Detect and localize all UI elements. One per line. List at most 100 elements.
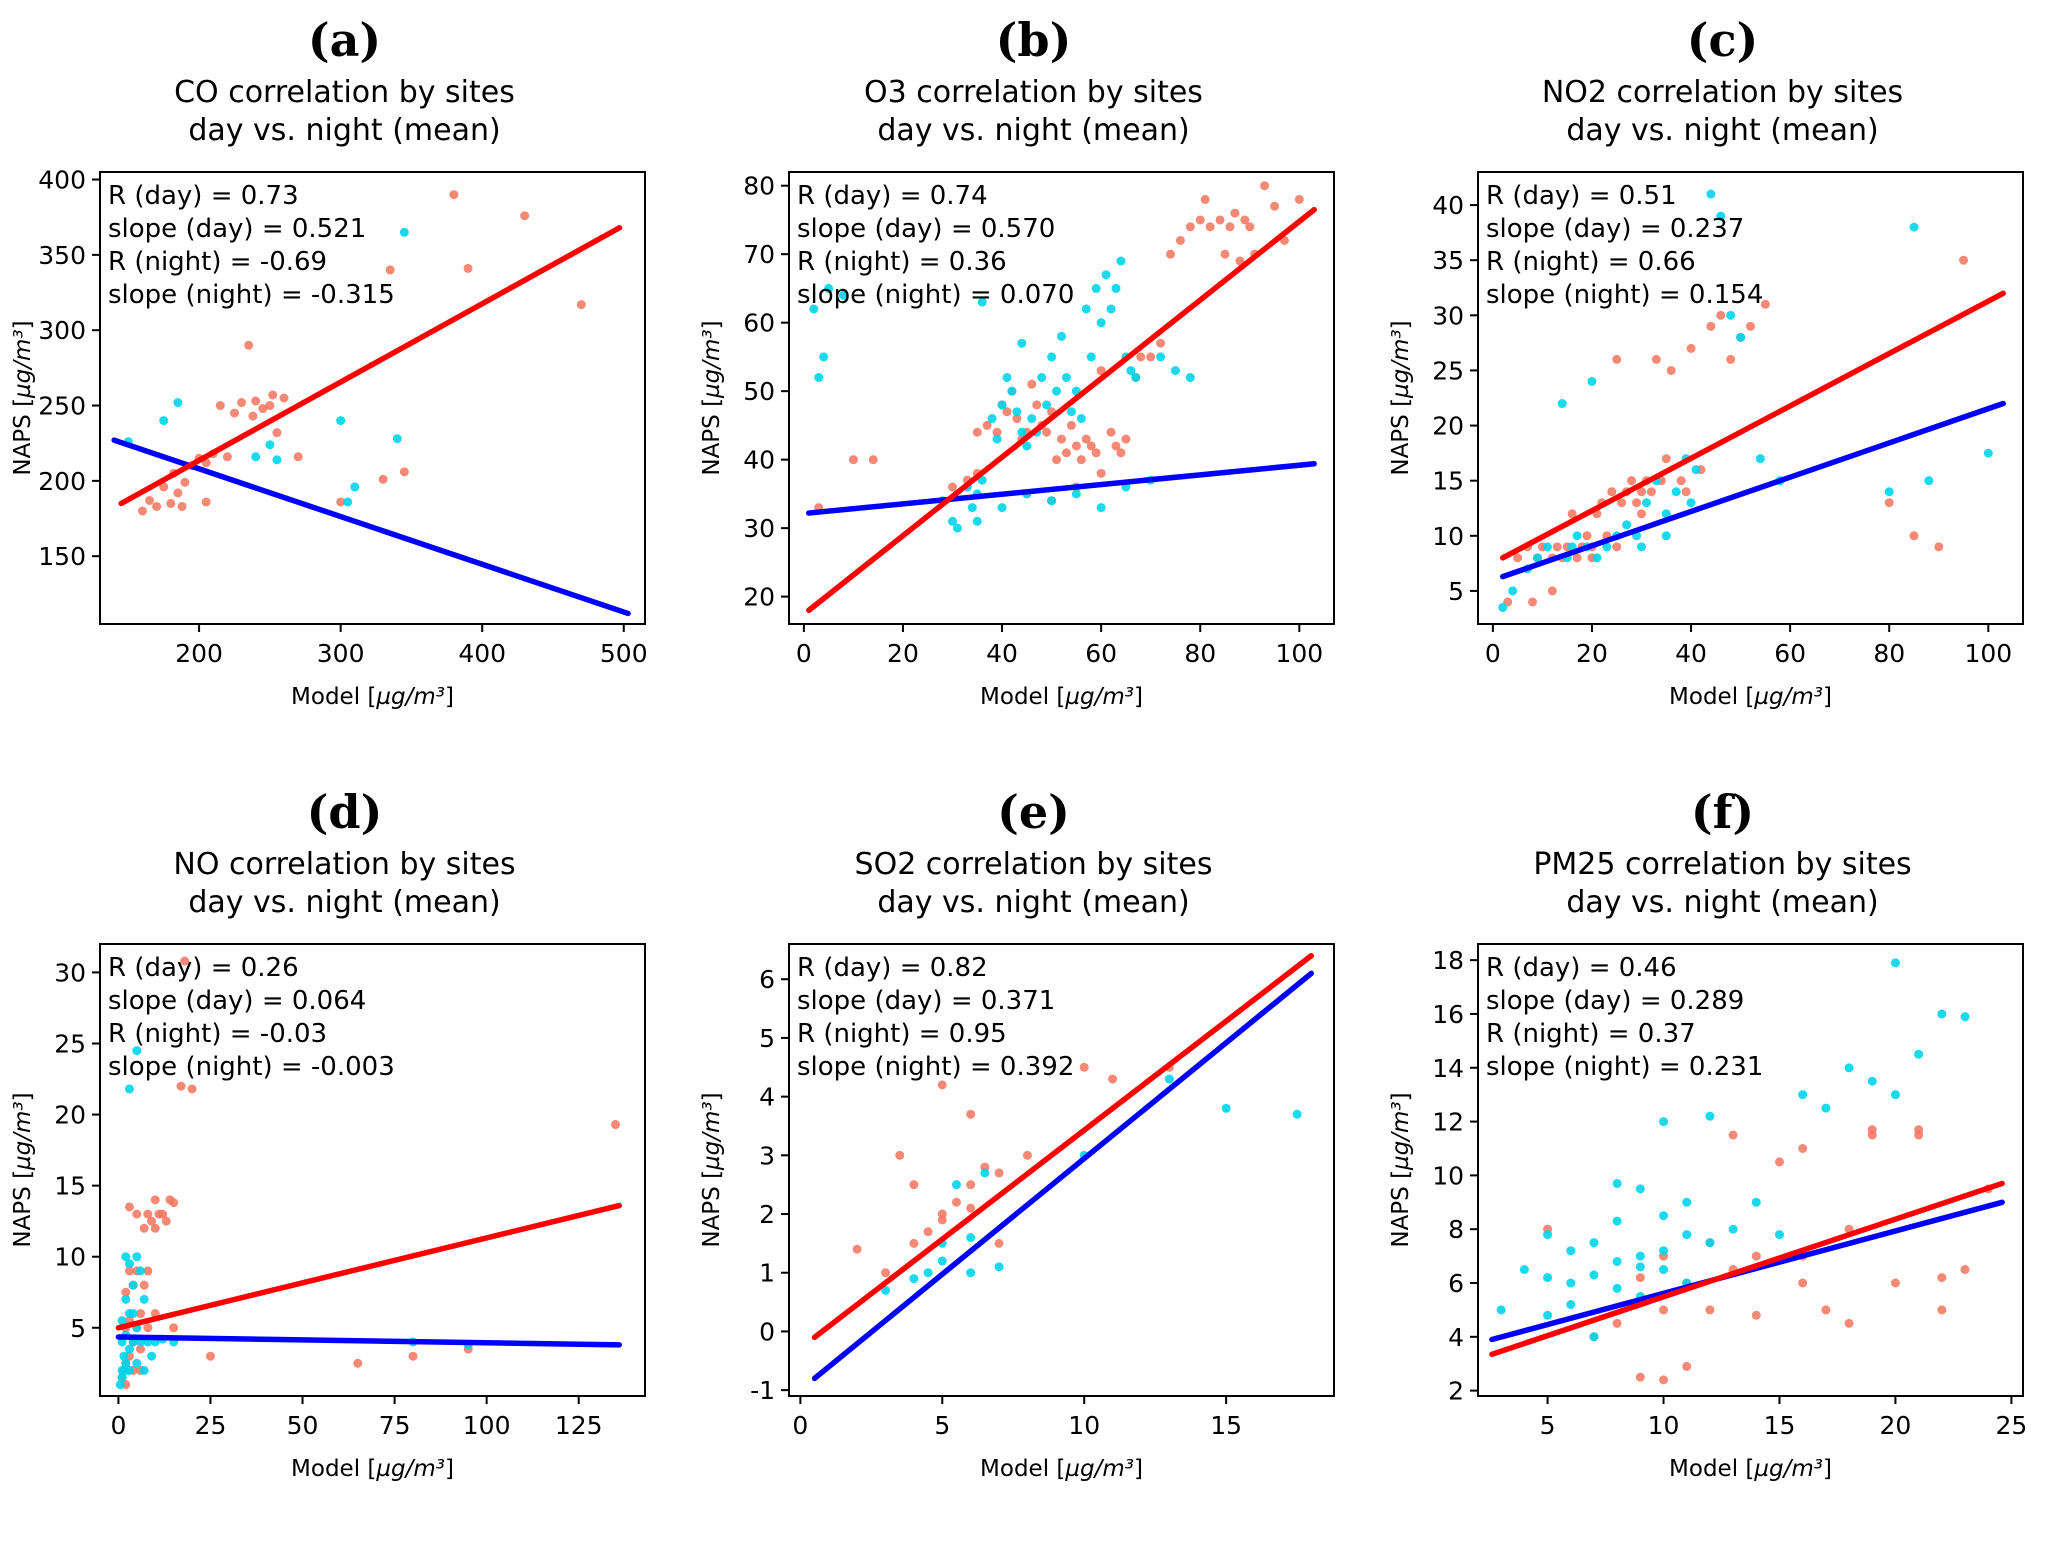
svg-text:10: 10 bbox=[1432, 522, 1464, 551]
svg-text:15: 15 bbox=[54, 1172, 86, 1201]
figure-grid: (a) CO correlation by sites day vs. nigh… bbox=[0, 10, 2067, 1530]
panel-b: (b) O3 correlation by sites day vs. nigh… bbox=[689, 10, 1378, 758]
stats-annotation-pm25: R (day) = 0.46 slope (day) = 0.289 R (ni… bbox=[1486, 953, 1764, 1082]
svg-text:10: 10 bbox=[1648, 1411, 1680, 1440]
plot-area-pm25: 5 10 15 20 25 2 4 6 8 10 12 14 16 18 Model [µg/m³] NAPS… bbox=[1378, 930, 2067, 1530]
svg-text:20: 20 bbox=[1432, 412, 1464, 441]
svg-text:50: 50 bbox=[743, 377, 775, 406]
svg-text:20: 20 bbox=[887, 639, 919, 668]
svg-text:30: 30 bbox=[743, 514, 775, 543]
svg-text:100: 100 bbox=[463, 1411, 511, 1440]
stats-annotation-no2: R (day) = 0.51 slope (day) = 0.237 R (ni… bbox=[1486, 181, 1764, 310]
stats-annotation-o3: R (day) = 0.74 slope (day) = 0.570 R (ni… bbox=[797, 181, 1075, 310]
svg-text:200: 200 bbox=[175, 639, 223, 668]
svg-text:Model [µg/m³]: Model [µg/m³] bbox=[1669, 684, 1832, 710]
svg-text:NAPS [µg/m³]: NAPS [µg/m³] bbox=[699, 1092, 725, 1247]
svg-text:25: 25 bbox=[54, 1029, 86, 1058]
panel-label-a: (a) bbox=[307, 13, 382, 67]
svg-text:350: 350 bbox=[38, 241, 86, 270]
svg-text:-1: -1 bbox=[750, 1376, 775, 1405]
scatter-plot-no: 0 25 50 75 100 125 5 10 15 20 25 30 Model [µg/m³] NAP… bbox=[10, 943, 646, 1482]
svg-text:100: 100 bbox=[1964, 639, 2012, 668]
svg-text:80: 80 bbox=[743, 172, 775, 201]
plot-area-co: 200 300 400 500 150 200 250 300 350 400 Model [µg/… bbox=[0, 158, 689, 758]
svg-text:3: 3 bbox=[759, 1141, 775, 1170]
svg-text:5: 5 bbox=[1448, 577, 1464, 606]
panel-f: (f) PM25 correlation by sites day vs. ni… bbox=[1378, 782, 2067, 1530]
svg-text:0: 0 bbox=[110, 1411, 126, 1440]
svg-text:20: 20 bbox=[743, 583, 775, 612]
svg-text:300: 300 bbox=[38, 316, 86, 345]
svg-text:25: 25 bbox=[1995, 1411, 2027, 1440]
panel-label-d: (d) bbox=[306, 785, 383, 839]
svg-text:20: 20 bbox=[1576, 639, 1608, 668]
svg-text:NAPS [µg/m³]: NAPS [µg/m³] bbox=[1388, 320, 1414, 475]
svg-text:15: 15 bbox=[1432, 467, 1464, 496]
stats-annotation-co: R (day) = 0.73 slope (day) = 0.521 R (ni… bbox=[108, 181, 395, 310]
svg-text:60: 60 bbox=[743, 309, 775, 338]
svg-text:60: 60 bbox=[1774, 639, 1806, 668]
plot-area-no: 0 25 50 75 100 125 5 10 15 20 25 30 Model [µg/m³] NAP… bbox=[0, 930, 689, 1530]
svg-text:10: 10 bbox=[1432, 1161, 1464, 1190]
panel-title-pm25: PM25 correlation by sites day vs. night … bbox=[1533, 847, 1912, 920]
panel-label-e: (e) bbox=[997, 785, 1070, 839]
svg-text:150: 150 bbox=[38, 542, 86, 571]
svg-text:0: 0 bbox=[792, 1411, 808, 1440]
svg-text:20: 20 bbox=[1880, 1411, 1912, 1440]
svg-text:0: 0 bbox=[1485, 639, 1501, 668]
svg-text:400: 400 bbox=[458, 639, 506, 668]
svg-text:Model [µg/m³]: Model [µg/m³] bbox=[291, 1456, 454, 1482]
svg-text:100: 100 bbox=[1275, 639, 1323, 668]
svg-text:400: 400 bbox=[38, 166, 86, 195]
plot-area-so2: 0 5 10 15 -1 0 1 2 3 4 5 6 Model [µg/m³] NAPS [µg/m³]… bbox=[689, 930, 1378, 1530]
svg-text:6: 6 bbox=[759, 965, 775, 994]
svg-text:4: 4 bbox=[759, 1083, 775, 1112]
svg-text:25: 25 bbox=[1432, 356, 1464, 385]
panel-title-so2: SO2 correlation by sites day vs. night (… bbox=[854, 847, 1213, 920]
panel-title-no2: NO2 correlation by sites day vs. night (… bbox=[1541, 75, 1904, 148]
svg-text:80: 80 bbox=[1184, 639, 1216, 668]
svg-text:40: 40 bbox=[743, 446, 775, 475]
svg-text:14: 14 bbox=[1432, 1054, 1464, 1083]
plot-area-no2: 0 20 40 60 80 100 5 10 15 20 25 30 35 40 Model [µg/m³]… bbox=[1378, 158, 2067, 758]
svg-text:40: 40 bbox=[1432, 191, 1464, 220]
svg-text:30: 30 bbox=[54, 958, 86, 987]
panel-label-f: (f) bbox=[1690, 785, 1755, 839]
panel-d: (d) NO correlation by sites day vs. nigh… bbox=[0, 782, 689, 1530]
svg-text:Model [µg/m³]: Model [µg/m³] bbox=[980, 684, 1143, 710]
svg-text:Model [µg/m³]: Model [µg/m³] bbox=[291, 684, 454, 710]
svg-text:30: 30 bbox=[1432, 301, 1464, 330]
panel-title-co: CO correlation by sites day vs. night (m… bbox=[174, 75, 515, 148]
svg-text:200: 200 bbox=[38, 467, 86, 496]
svg-text:4: 4 bbox=[1448, 1323, 1464, 1352]
svg-text:12: 12 bbox=[1432, 1108, 1464, 1137]
svg-text:75: 75 bbox=[379, 1411, 411, 1440]
svg-text:125: 125 bbox=[555, 1411, 603, 1440]
panel-e: (e) SO2 correlation by sites day vs. nig… bbox=[689, 782, 1378, 1530]
svg-text:5: 5 bbox=[70, 1314, 86, 1343]
scatter-plot-pm25: 5 10 15 20 25 2 4 6 8 10 12 14 16 18 Model [µg/m³] NAPS… bbox=[1388, 943, 2027, 1482]
svg-text:300: 300 bbox=[317, 639, 365, 668]
svg-text:5: 5 bbox=[934, 1411, 950, 1440]
svg-text:Model [µg/m³]: Model [µg/m³] bbox=[1669, 1456, 1832, 1482]
panel-label-b: (b) bbox=[995, 13, 1072, 67]
svg-text:20: 20 bbox=[54, 1101, 86, 1130]
scatter-plot-so2: 0 5 10 15 -1 0 1 2 3 4 5 6 Model [µg/m³] NAPS [µg/m³] bbox=[699, 943, 1335, 1482]
svg-text:40: 40 bbox=[986, 639, 1018, 668]
svg-text:500: 500 bbox=[600, 639, 648, 668]
svg-text:NAPS [µg/m³]: NAPS [µg/m³] bbox=[10, 320, 36, 475]
svg-text:60: 60 bbox=[1085, 639, 1117, 668]
svg-text:15: 15 bbox=[1764, 1411, 1796, 1440]
svg-text:18: 18 bbox=[1432, 946, 1464, 975]
svg-text:NAPS [µg/m³]: NAPS [µg/m³] bbox=[10, 1092, 36, 1247]
panel-c: (c) NO2 correlation by sites day vs. nig… bbox=[1378, 10, 2067, 758]
svg-text:50: 50 bbox=[287, 1411, 319, 1440]
panel-label-c: (c) bbox=[1686, 13, 1759, 67]
svg-text:16: 16 bbox=[1432, 1000, 1464, 1029]
panel-title-o3: O3 correlation by sites day vs. night (m… bbox=[864, 75, 1203, 148]
svg-text:0: 0 bbox=[759, 1317, 775, 1346]
svg-text:5: 5 bbox=[1540, 1411, 1556, 1440]
svg-text:25: 25 bbox=[195, 1411, 227, 1440]
svg-text:6: 6 bbox=[1448, 1269, 1464, 1298]
